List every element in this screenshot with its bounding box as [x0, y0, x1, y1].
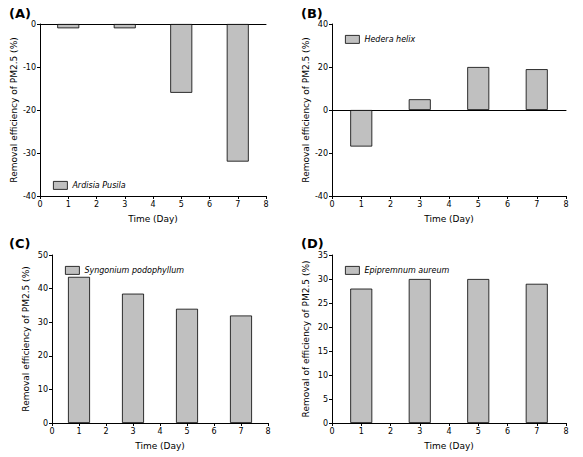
svg-text:2: 2	[388, 200, 393, 209]
svg-text:Time (Day): Time (Day)	[127, 214, 178, 224]
svg-text:0: 0	[43, 419, 48, 428]
svg-text:30: 30	[318, 275, 328, 284]
svg-text:Ardisia Pusila: Ardisia Pusila	[71, 181, 125, 190]
svg-text:0: 0	[329, 200, 334, 209]
svg-text:7: 7	[238, 427, 243, 436]
svg-text:8: 8	[563, 200, 568, 209]
svg-text:0: 0	[49, 427, 54, 436]
svg-text:(B): (B)	[301, 6, 323, 21]
svg-text:2: 2	[388, 427, 393, 436]
svg-text:-10: -10	[23, 63, 36, 72]
svg-text:2: 2	[103, 427, 108, 436]
svg-text:6: 6	[207, 200, 212, 209]
svg-text:7: 7	[534, 200, 539, 209]
svg-text:5: 5	[323, 395, 328, 404]
svg-text:(A): (A)	[9, 6, 31, 21]
svg-text:-30: -30	[23, 149, 36, 158]
svg-text:Epipremnum aureum: Epipremnum aureum	[364, 266, 449, 275]
svg-text:7: 7	[235, 200, 240, 209]
svg-text:5: 5	[184, 427, 189, 436]
svg-text:-20: -20	[315, 149, 328, 158]
svg-text:0: 0	[323, 419, 328, 428]
svg-text:50: 50	[38, 251, 48, 260]
svg-text:0: 0	[31, 20, 36, 29]
svg-text:Time (Day): Time (Day)	[423, 214, 474, 224]
svg-text:8: 8	[265, 427, 270, 436]
svg-text:Syngonium podophyllum: Syngonium podophyllum	[84, 266, 184, 275]
svg-text:-40: -40	[23, 192, 36, 201]
svg-text:1: 1	[66, 200, 71, 209]
svg-text:-20: -20	[23, 106, 36, 115]
svg-text:4: 4	[446, 200, 451, 209]
svg-text:40: 40	[317, 19, 328, 29]
svg-text:20: 20	[318, 323, 328, 332]
svg-text:(D): (D)	[301, 236, 324, 251]
svg-text:0: 0	[329, 427, 334, 436]
svg-text:8: 8	[263, 200, 268, 209]
svg-text:8: 8	[563, 427, 568, 436]
svg-text:4: 4	[150, 200, 155, 209]
svg-text:1: 1	[359, 427, 364, 436]
svg-text:2: 2	[94, 200, 99, 209]
svg-text:-40: -40	[315, 192, 328, 201]
svg-text:6: 6	[505, 200, 510, 209]
svg-text:35: 35	[318, 251, 328, 260]
svg-text:4: 4	[446, 427, 451, 436]
svg-text:Removal efficiency of PM2.5 (%: Removal efficiency of PM2.5 (%)	[9, 37, 19, 182]
svg-text:(C): (C)	[9, 236, 30, 251]
svg-text:3: 3	[417, 200, 422, 209]
svg-text:0: 0	[323, 106, 328, 115]
svg-text:Removal efficiency of PM2.5 (%: Removal efficiency of PM2.5 (%)	[301, 37, 311, 182]
svg-text:Time (Day): Time (Day)	[423, 441, 474, 451]
svg-text:25: 25	[318, 299, 328, 308]
svg-text:10: 10	[38, 385, 48, 394]
svg-text:30: 30	[38, 318, 48, 327]
svg-text:6: 6	[505, 427, 510, 436]
svg-text:40: 40	[38, 284, 48, 293]
svg-text:1: 1	[76, 427, 81, 436]
svg-text:3: 3	[130, 427, 135, 436]
svg-text:10: 10	[318, 371, 328, 380]
svg-text:0: 0	[37, 200, 42, 209]
svg-text:1: 1	[359, 200, 364, 209]
svg-text:6: 6	[211, 427, 216, 436]
svg-text:Hedera helix: Hedera helix	[364, 35, 415, 44]
svg-text:7: 7	[534, 427, 539, 436]
svg-text:Removal of efficiency of PM2.5: Removal of efficiency of PM2.5 (%)	[301, 261, 311, 418]
svg-text:3: 3	[417, 427, 422, 436]
svg-text:20: 20	[38, 351, 48, 360]
svg-text:5: 5	[476, 427, 481, 436]
svg-text:3: 3	[122, 200, 127, 209]
svg-text:Time (Day): Time (Day)	[134, 441, 185, 451]
svg-text:20: 20	[318, 63, 328, 72]
svg-text:5: 5	[476, 200, 481, 209]
svg-text:15: 15	[318, 347, 328, 356]
svg-text:5: 5	[179, 200, 184, 209]
svg-text:Removal efficiency of PM2.5 (%: Removal efficiency of PM2.5 (%)	[21, 266, 31, 411]
svg-text:4: 4	[157, 427, 162, 436]
